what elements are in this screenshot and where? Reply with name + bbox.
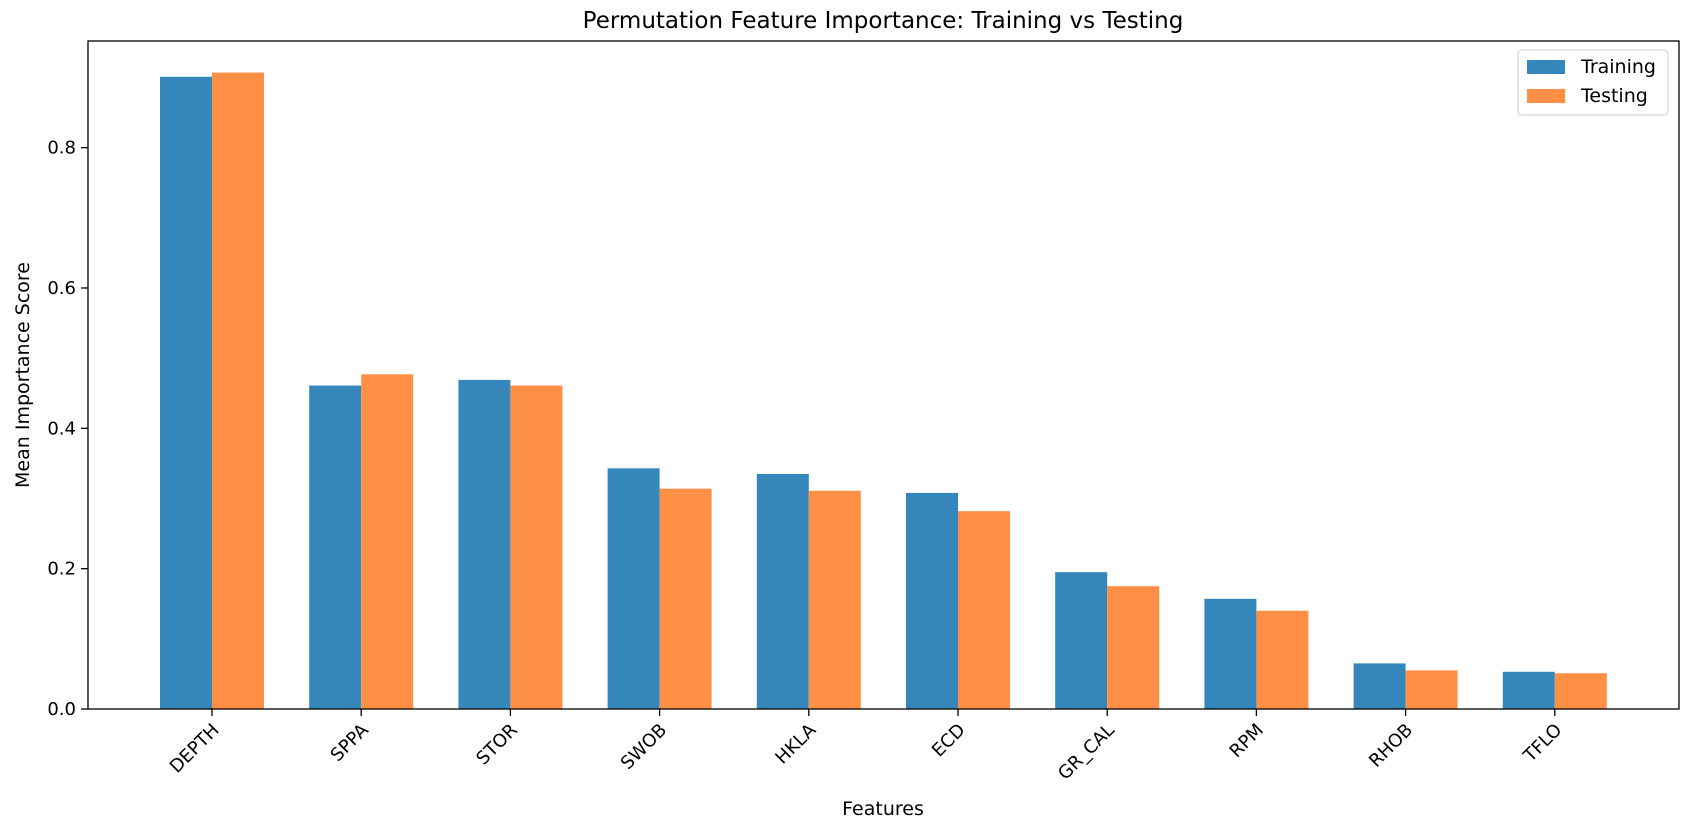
bar-training-hkla [756, 473, 809, 709]
bar-training-gr-cal [1055, 572, 1108, 709]
y-tick-label: 0.2 [47, 559, 76, 580]
bar-testing-gr-cal [1107, 586, 1160, 709]
bar-training-depth [160, 76, 212, 710]
bar-testing-hkla [808, 490, 861, 709]
bar-testing-stor [510, 385, 563, 709]
bar-testing-tflo [1554, 673, 1607, 709]
bar-training-swob [607, 468, 660, 709]
bar-testing-sppa [361, 374, 414, 709]
y-tick-label: 0.8 [47, 138, 76, 159]
x-axis-label: Features [842, 798, 924, 820]
legend-swatch-testing [1527, 89, 1565, 103]
y-tick-label: 0.4 [47, 418, 76, 439]
y-axis: 0.0 0.2 0.4 0.6 0.8 [47, 138, 88, 720]
bar-training-stor [458, 379, 511, 709]
bar-training-rhob [1353, 663, 1406, 709]
plot-frame [87, 40, 1680, 710]
bar-testing-rpm [1256, 610, 1309, 709]
bar-training-sppa [309, 385, 362, 709]
bar-training-ecd [906, 492, 958, 709]
bar-testing-rhob [1405, 670, 1458, 709]
chart-title: Permutation Feature Importance: Training… [583, 8, 1184, 34]
bar-testing-depth [212, 72, 264, 710]
bars-group [160, 72, 1607, 710]
y-tick-label: 0.0 [47, 699, 76, 720]
bar-training-tflo [1502, 671, 1555, 709]
legend-label-testing: Testing [1580, 85, 1648, 107]
bar-training-rpm [1204, 598, 1257, 709]
bar-testing-swob [659, 488, 712, 709]
legend: Training Testing [1517, 49, 1669, 116]
legend-label-training: Training [1580, 56, 1656, 78]
y-tick-label: 0.6 [47, 278, 76, 299]
legend-swatch-training [1527, 60, 1565, 74]
y-axis-label: Mean Importance Score [12, 262, 34, 488]
bar-testing-ecd [958, 511, 1010, 709]
